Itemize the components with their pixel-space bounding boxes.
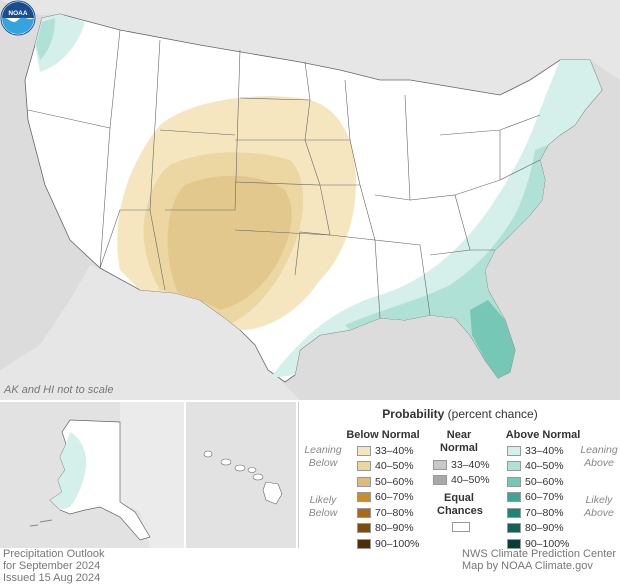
below-normal-row: 90–100% xyxy=(357,537,419,550)
above-normal-swatch xyxy=(507,507,521,518)
near-normal-label: 40–50% xyxy=(451,474,490,486)
near-normal-line2: Normal xyxy=(440,442,478,454)
legend-title-rest: (percent chance) xyxy=(444,407,538,421)
above-normal-row: 40–50% xyxy=(507,460,564,473)
pnw-above-40-50-zone xyxy=(36,18,55,60)
leaning-above-label: Leaning Above xyxy=(577,444,620,470)
credit-line1: NWS Climate Prediction Center xyxy=(462,548,617,560)
near-normal-swatch xyxy=(433,459,447,470)
near-normal-label: 33–40% xyxy=(451,458,490,471)
below-normal-heading: Below Normal xyxy=(346,429,420,441)
above-normal-label: 80–90% xyxy=(525,522,564,534)
below-normal-label: 33–40% xyxy=(375,444,414,457)
hawaii-inset xyxy=(186,402,296,548)
below-normal-swatch xyxy=(357,492,371,502)
conus-map: AK and HI not to scale NOAA xyxy=(0,0,620,400)
noaa-logo-text: NOAA xyxy=(8,10,27,17)
likely-below-line1: Likely xyxy=(309,494,337,506)
alaska-map-svg xyxy=(0,402,184,548)
likely-below-line2: Below xyxy=(308,507,338,519)
above-normal-row: 70–80% xyxy=(507,506,564,519)
near-normal-heading: Near Normal xyxy=(437,429,481,455)
below-normal-label: 90–100% xyxy=(375,537,420,550)
below-normal-label: 80–90% xyxy=(375,522,414,534)
above-normal-row: 80–90% xyxy=(507,522,564,535)
above-50-60-zone xyxy=(470,300,515,378)
near-normal-line1: Near xyxy=(446,429,472,441)
leaning-below-label: Leaning Below xyxy=(301,444,345,470)
near-normal-row: 33–40% xyxy=(433,458,490,471)
below-normal-label: 40–50% xyxy=(375,460,414,472)
near-normal-swatch xyxy=(433,475,447,485)
outlook-period: for September 2024 xyxy=(3,560,101,572)
above-normal-label: 90–100% xyxy=(525,537,570,550)
below-normal-swatch xyxy=(357,507,371,518)
hawaii-map-svg xyxy=(186,402,296,548)
legend-panel: Probability (percent chance) Below Norma… xyxy=(298,402,620,550)
near-normal-row: 40–50% xyxy=(433,474,490,487)
state-boundaries xyxy=(27,29,541,319)
credit-caption: NWS Climate Prediction Center Map by NOA… xyxy=(462,548,616,572)
equal-chances-line2: Chances xyxy=(437,505,483,517)
canada-west-land xyxy=(120,402,184,548)
above-normal-row: 33–40% xyxy=(507,444,564,457)
above-normal-swatch xyxy=(507,538,521,549)
below-normal-swatch xyxy=(357,523,371,533)
equal-chances-heading: Equal Chances xyxy=(437,492,483,518)
scale-note: AK and HI not to scale xyxy=(4,384,114,396)
above-normal-label: 33–40% xyxy=(525,444,564,457)
below-normal-label: 70–80% xyxy=(375,506,414,519)
leaning-above-line2: Above xyxy=(584,457,614,469)
equal-chances-swatch xyxy=(452,522,470,532)
below-normal-swatch xyxy=(357,461,371,471)
conus-map-svg xyxy=(0,0,620,400)
above-normal-swatch xyxy=(507,492,521,502)
below-normal-row: 40–50% xyxy=(357,460,414,473)
alaska-inset xyxy=(0,402,184,548)
mexico-land xyxy=(0,265,300,400)
outlook-title: Precipitation Outlook xyxy=(3,548,105,560)
legend-title: Probability (percent chance) xyxy=(299,407,620,421)
below-normal-swatch xyxy=(357,476,371,487)
below-normal-label: 50–60% xyxy=(375,475,414,488)
alaska-above-zone xyxy=(50,432,87,510)
below-normal-label: 60–70% xyxy=(375,491,414,503)
below-normal-row: 60–70% xyxy=(357,491,414,504)
leaning-above-line1: Leaning xyxy=(580,444,618,456)
aleutian-islands xyxy=(29,519,53,527)
outlook-issued: Issued 15 Aug 2024 xyxy=(3,572,101,584)
credit-line2: Map by NOAA Climate.gov xyxy=(462,560,593,572)
above-normal-swatch xyxy=(507,461,521,471)
below-normal-swatch xyxy=(357,538,371,549)
below-normal-swatch xyxy=(357,445,371,456)
equal-chances-line1: Equal xyxy=(444,492,474,504)
likely-above-line1: Likely xyxy=(585,494,613,506)
likely-above-line2: Above xyxy=(584,507,614,519)
above-normal-swatch xyxy=(507,445,521,456)
likely-above-label: Likely Above xyxy=(577,494,620,520)
below-normal-row: 33–40% xyxy=(357,444,414,457)
above-normal-label: 70–80% xyxy=(525,506,564,519)
canada-land xyxy=(0,0,620,95)
leaning-below-line2: Below xyxy=(308,457,338,469)
below-normal-row: 50–60% xyxy=(357,475,414,488)
likely-below-label: Likely Below xyxy=(301,494,345,520)
above-normal-label: 50–60% xyxy=(525,475,564,488)
above-normal-heading: Above Normal xyxy=(505,429,581,441)
above-normal-swatch xyxy=(507,476,521,487)
above-normal-label: 40–50% xyxy=(525,460,564,472)
hawaii-islands xyxy=(203,450,283,505)
below-normal-row: 70–80% xyxy=(357,506,414,519)
above-normal-swatch xyxy=(507,523,521,533)
above-normal-label: 60–70% xyxy=(525,491,564,503)
above-normal-row: 90–100% xyxy=(507,537,569,550)
above-normal-row: 60–70% xyxy=(507,491,564,504)
leaning-below-line1: Leaning xyxy=(304,444,342,456)
above-normal-row: 50–60% xyxy=(507,475,564,488)
below-normal-row: 80–90% xyxy=(357,522,414,535)
outlook-caption: Precipitation Outlook for September 2024… xyxy=(3,548,105,584)
below-50-60-zone xyxy=(167,175,292,310)
legend-title-bold: Probability xyxy=(382,407,445,421)
noaa-logo-icon: NOAA xyxy=(0,0,36,36)
